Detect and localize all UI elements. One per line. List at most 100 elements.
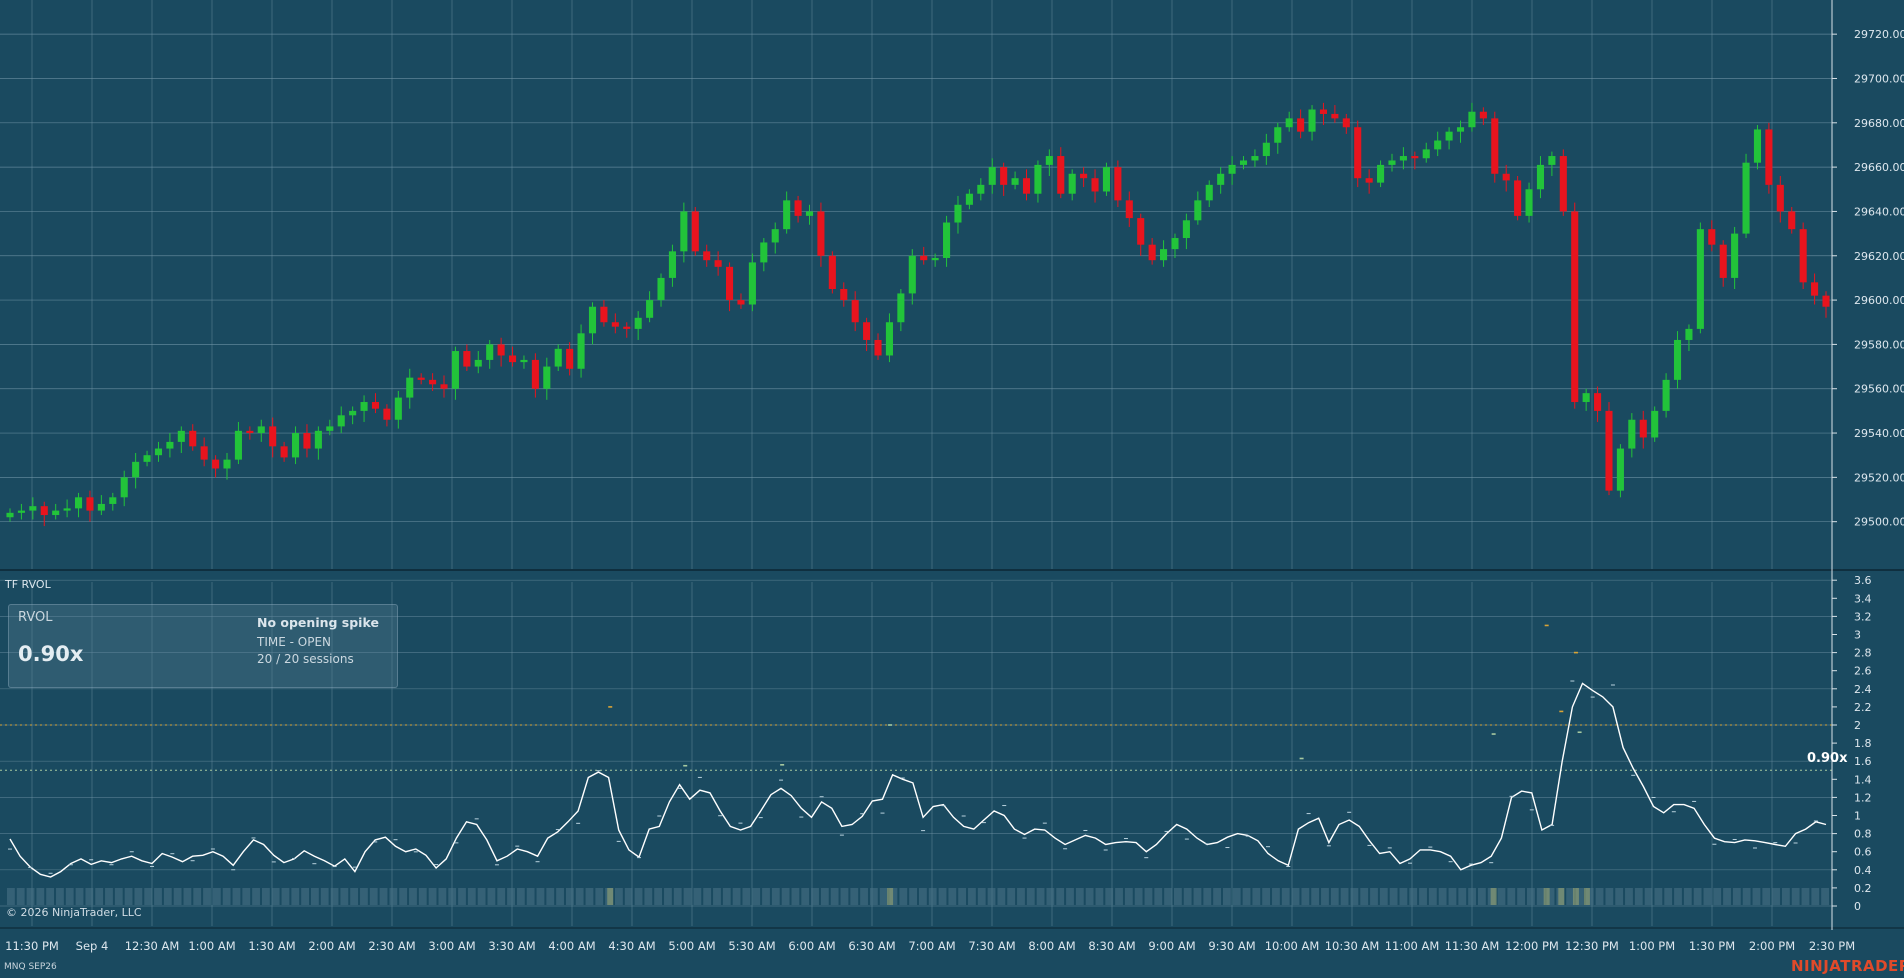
candle (371, 393, 380, 414)
volume-strip-segment (840, 888, 849, 905)
candle-body (657, 277, 665, 301)
candle-body (1559, 156, 1567, 212)
volume-strip-segment (997, 888, 1006, 905)
volume-strip-highlight (1558, 888, 1565, 905)
volume-strip-segment (1674, 888, 1682, 905)
candle-body (371, 402, 380, 409)
candle-body (1525, 189, 1533, 216)
candle (1114, 160, 1122, 208)
candle-body (337, 415, 345, 427)
candle-body (1045, 156, 1053, 165)
volume-strip-segment (1066, 888, 1074, 905)
volume-strip-segment (409, 888, 417, 905)
candle (383, 404, 391, 427)
axes: 29720.00 29700.00 29680.00 29660.00 29640.00… (5, 0, 1904, 953)
candle-body (143, 455, 151, 462)
volume-strip-segment (467, 888, 476, 905)
y-tick-label: 2.2 (1854, 701, 1872, 714)
candle-body (588, 306, 597, 334)
candle-body (451, 351, 459, 389)
candle-body (1068, 173, 1076, 194)
candle-body (634, 317, 642, 329)
candle-body (600, 306, 608, 323)
candle (1057, 147, 1065, 199)
volume-strip-segment (428, 888, 437, 905)
candle (29, 497, 37, 520)
candle-body (1502, 173, 1510, 181)
candle (1034, 160, 1042, 203)
candle-body (383, 408, 391, 420)
candle (63, 499, 71, 518)
candle-body (474, 359, 482, 367)
candle (291, 426, 300, 465)
candle (52, 503, 60, 520)
candle-body (303, 433, 311, 449)
candle (566, 342, 574, 376)
volume-strip-segment (1389, 888, 1398, 905)
volume-strip-segment (722, 888, 731, 905)
candle (1285, 111, 1293, 132)
x-tick-label: 9:30 AM (1208, 939, 1255, 953)
volume-strip-segment (624, 888, 633, 905)
volume-strip-segment (379, 888, 388, 905)
candle-body (463, 351, 471, 367)
candle (1148, 238, 1156, 265)
candle (1662, 373, 1670, 418)
volume-strip-segment (1370, 888, 1378, 905)
candle (577, 324, 585, 378)
candle-body (1582, 393, 1590, 403)
candle (1239, 156, 1248, 170)
volume-strip-segment (938, 888, 947, 905)
candle-body (520, 359, 528, 363)
candle (965, 189, 973, 210)
candle-body (691, 211, 699, 252)
candle (680, 202, 688, 263)
volume-strip-segment (958, 888, 967, 905)
candle-body (497, 344, 505, 356)
candle-body (1719, 244, 1727, 278)
candle-body (611, 322, 619, 327)
candle (154, 441, 163, 462)
candle (1673, 331, 1682, 389)
candle-body (17, 510, 25, 513)
candle-body (154, 448, 163, 456)
candle (1822, 291, 1830, 318)
candle (394, 390, 402, 429)
candle (166, 433, 174, 458)
candle (120, 470, 128, 507)
volume-strip-segment (252, 888, 260, 905)
candle (1274, 122, 1282, 154)
candle-body (246, 430, 254, 434)
volume-strip-segment (1154, 888, 1163, 905)
price-candles (6, 102, 1830, 527)
y-tick-label: 0.2 (1854, 882, 1872, 895)
candle (611, 313, 619, 334)
candle (463, 344, 471, 371)
x-tick-label: 1:00 AM (188, 939, 235, 953)
volume-strip-segment (1203, 888, 1212, 905)
candle-body (257, 426, 265, 434)
candle (1091, 169, 1099, 203)
volume-strip-segment (683, 888, 692, 905)
volume-strip-segment (1360, 888, 1369, 905)
rvol-panel-mode: TIME - OPEN (257, 635, 332, 649)
y-tick-label: 3 (1854, 629, 1861, 642)
candle (1000, 162, 1008, 196)
volume-strip-segment (526, 888, 535, 905)
candle-body (74, 497, 83, 509)
y-tick-label: 29520.00 (1854, 471, 1904, 484)
candle (417, 373, 425, 385)
candle-body (1251, 156, 1259, 161)
volume-strip-segment (1281, 888, 1290, 905)
candle (451, 346, 459, 400)
x-tick-label: 4:30 AM (608, 939, 655, 953)
y-tick-label: 1 (1854, 810, 1861, 823)
volume-strip-segment (595, 888, 604, 905)
volume-strip-segment (1772, 888, 1780, 905)
volume-strip-segment (1644, 888, 1653, 905)
volume-strip-segment (1223, 888, 1231, 905)
x-tick-label: 12:30 PM (1565, 939, 1619, 953)
candle-body (760, 242, 768, 263)
candle-body (223, 459, 231, 469)
